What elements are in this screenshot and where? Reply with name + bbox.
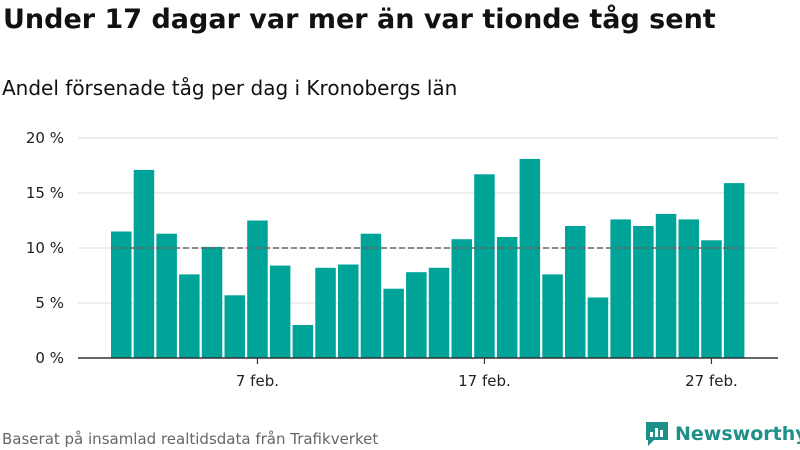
bar — [633, 226, 654, 358]
bar — [723, 183, 745, 358]
newsworthy-logo: Newsworthy — [644, 420, 800, 448]
bar — [383, 288, 404, 358]
y-tick-label: 15 % — [26, 184, 64, 202]
bar — [678, 219, 699, 358]
bar — [360, 233, 382, 358]
bar — [338, 264, 359, 358]
bar — [292, 325, 314, 358]
bar — [587, 297, 609, 358]
y-tick-label: 10 % — [26, 239, 64, 257]
bar — [224, 295, 245, 358]
y-tick-label: 0 % — [35, 349, 64, 367]
bar — [542, 274, 563, 358]
bar-chart: 0 % 5 % 10 % 15 % 20 % 7 feb. 17 feb. 27 feb. — [26, 129, 778, 390]
x-tick-label: 17 feb. — [458, 372, 511, 390]
bar — [179, 274, 200, 358]
bar — [269, 265, 291, 358]
y-tick-label: 20 % — [26, 129, 64, 147]
bar — [156, 233, 177, 358]
bar — [451, 239, 472, 358]
x-tick-label: 27 feb. — [685, 372, 738, 390]
bar — [474, 174, 495, 358]
bars — [111, 158, 745, 358]
bar — [111, 231, 132, 358]
newsworthy-logo-icon — [646, 422, 668, 446]
bar — [610, 219, 631, 358]
x-tick-label: 7 feb. — [236, 372, 279, 390]
logo-text: Newsworthy — [675, 423, 800, 445]
x-axis-tick-labels: 7 feb. 17 feb. 27 feb. — [236, 372, 738, 390]
chart-title: Under 17 dagar var mer än var tionde tåg… — [3, 4, 716, 35]
bar — [247, 220, 268, 358]
bar — [496, 237, 518, 358]
y-tick-label: 5 % — [35, 294, 64, 312]
chart-subtitle: Andel försenade tåg per dag i Kronobergs… — [2, 76, 458, 100]
bar — [133, 169, 155, 358]
bar — [565, 226, 586, 358]
bar — [428, 267, 450, 358]
bar — [655, 213, 677, 358]
bar — [201, 246, 223, 358]
bar — [315, 267, 336, 358]
bar — [701, 240, 722, 358]
x-axis — [78, 357, 778, 364]
bar — [406, 272, 427, 358]
y-axis-tick-labels: 0 % 5 % 10 % 15 % 20 % — [26, 129, 64, 367]
source-note: Baserat på insamlad realtidsdata från Tr… — [2, 430, 379, 448]
bar — [519, 158, 541, 358]
